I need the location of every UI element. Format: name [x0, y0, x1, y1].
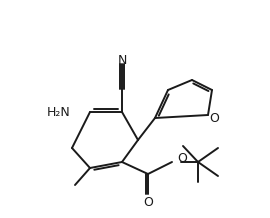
Text: O: O — [209, 112, 219, 126]
Text: O: O — [143, 196, 153, 208]
Text: O: O — [177, 153, 187, 165]
Text: N: N — [117, 53, 127, 66]
Text: H₂N: H₂N — [46, 106, 70, 119]
